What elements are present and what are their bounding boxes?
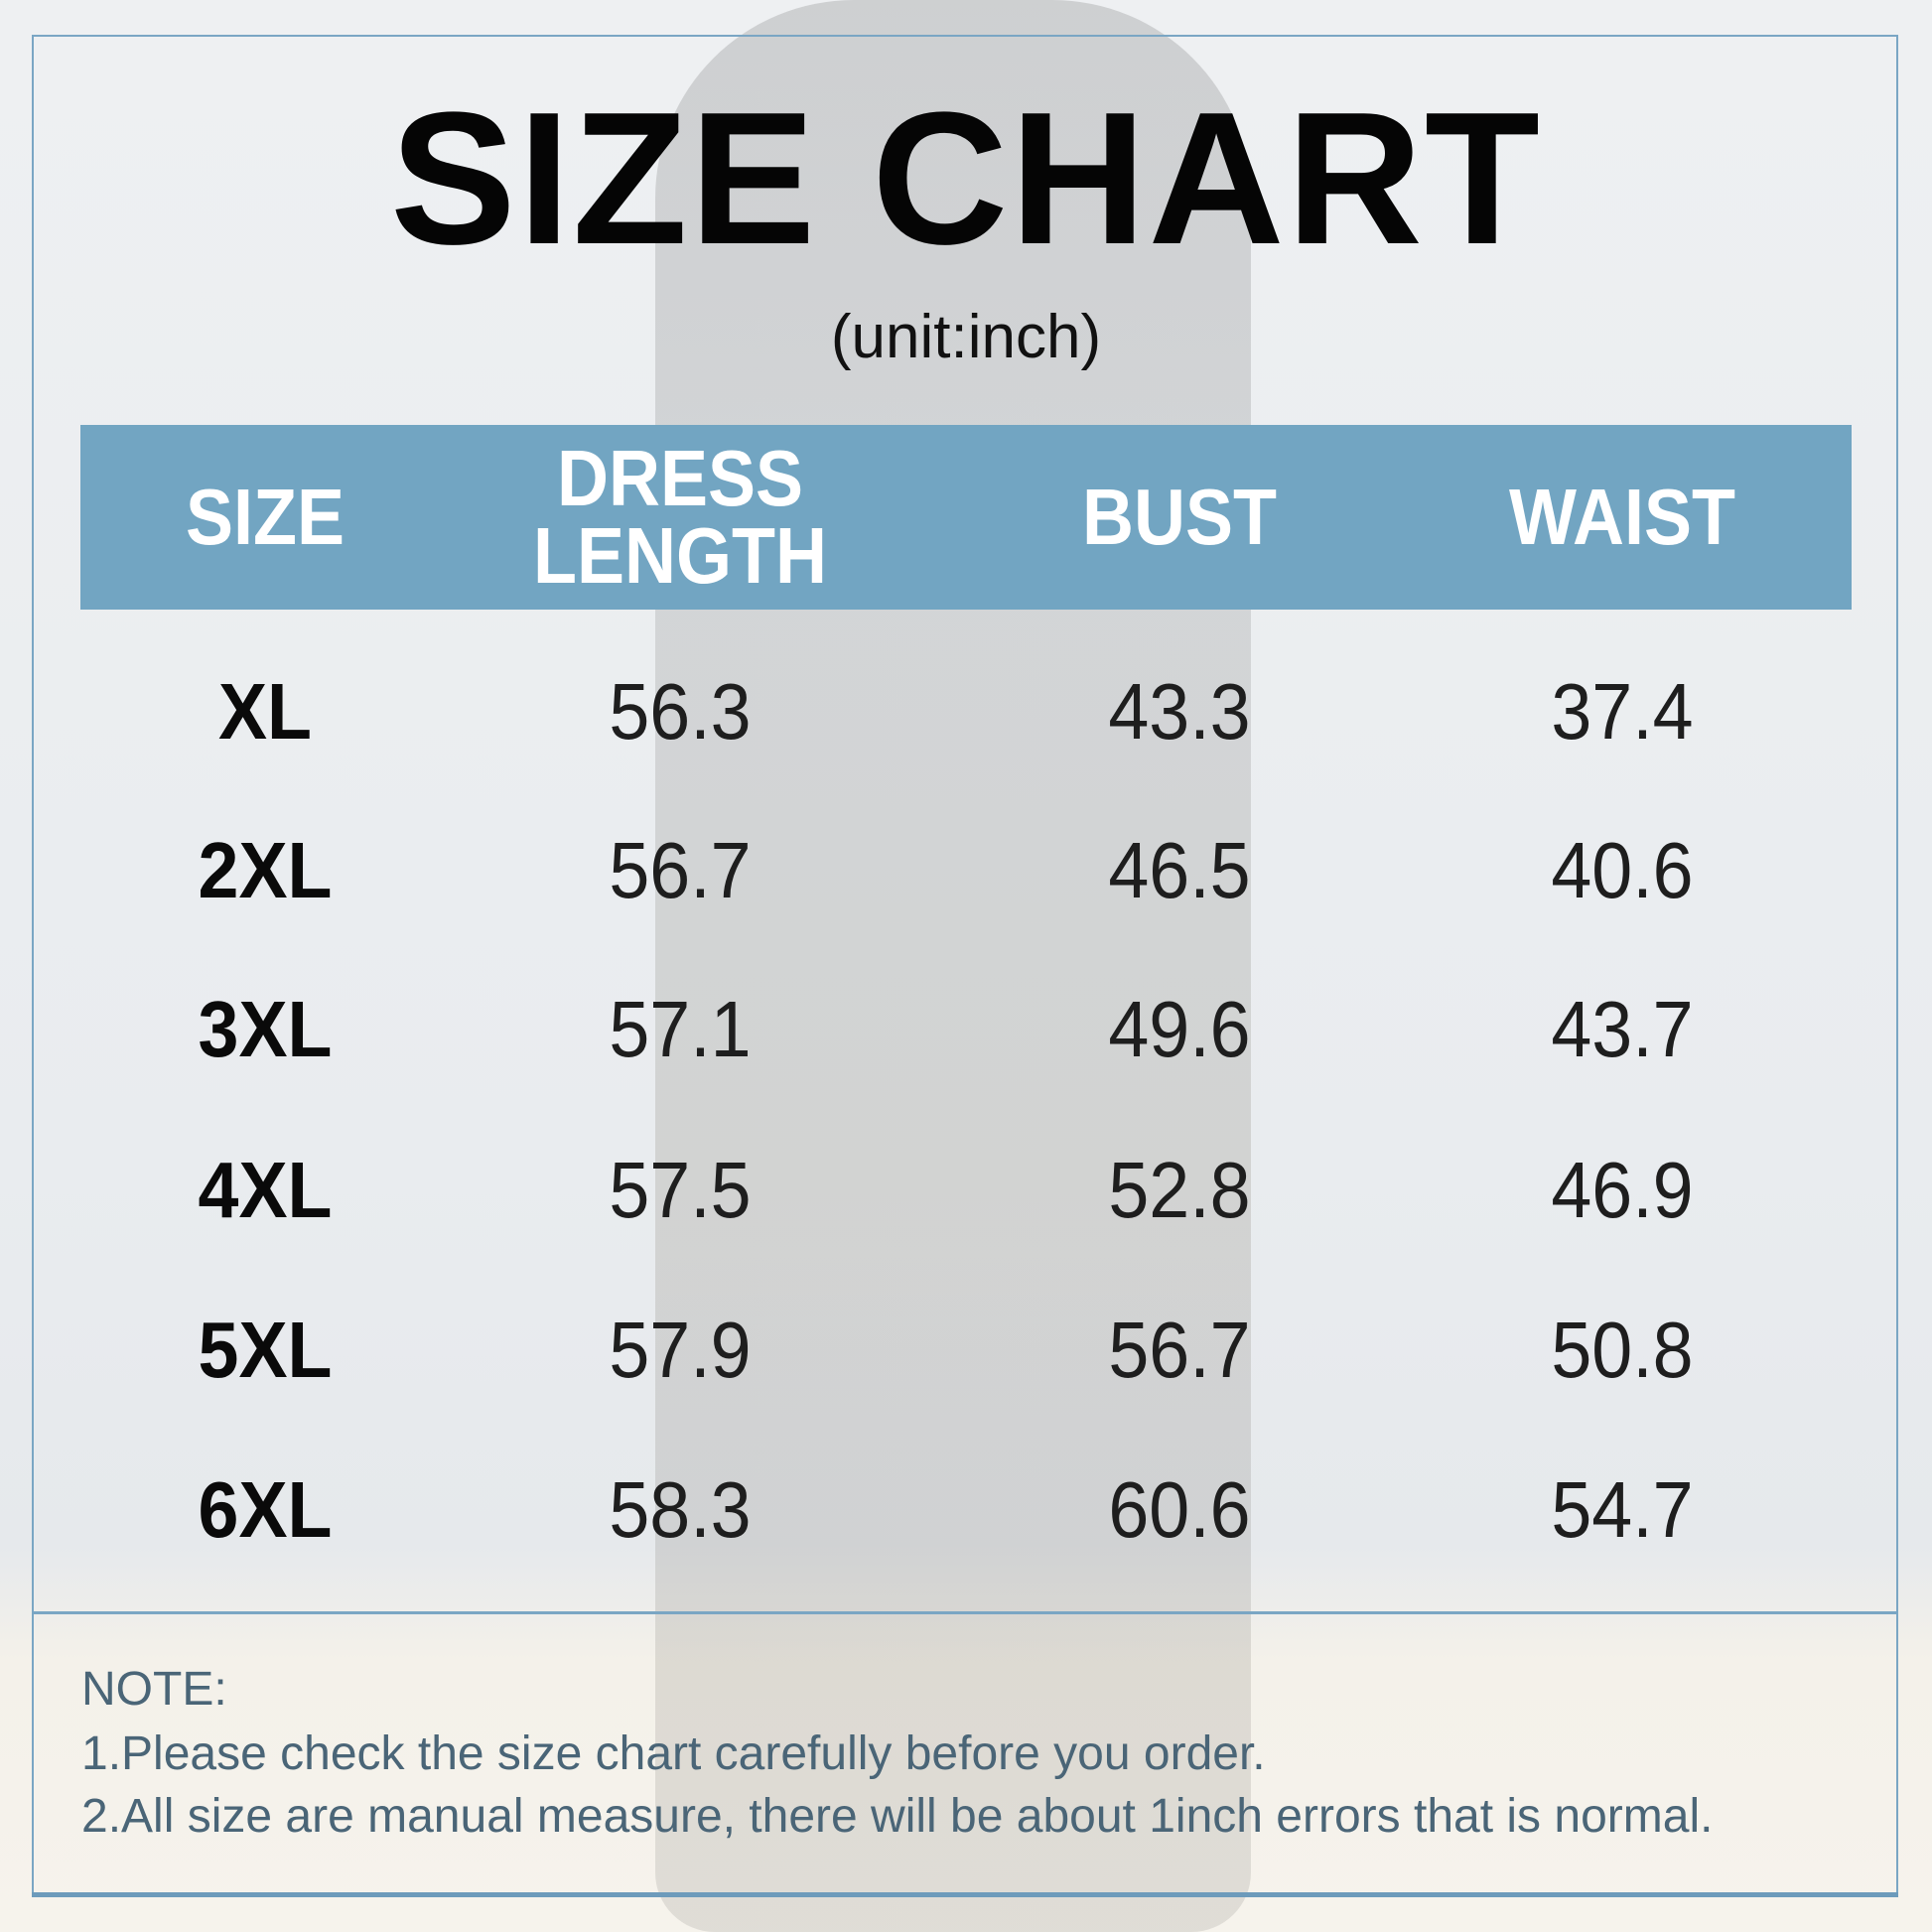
background-model-photo (655, 0, 1251, 1932)
cell-bust: 49.6 (1108, 985, 1251, 1073)
header-dress-length: DRESS LENGTH (533, 434, 828, 600)
cell-bust: 46.5 (1108, 826, 1251, 914)
header-size: SIZE (185, 473, 345, 561)
cell-dress-length: 58.3 (609, 1465, 752, 1554)
cell-bust: 43.3 (1108, 667, 1251, 756)
header-waist: WAIST (1508, 473, 1735, 561)
cell-dress-length: 57.1 (609, 985, 752, 1073)
note-heading: NOTE: (81, 1663, 227, 1716)
table-header: SIZE DRESS LENGTH BUST WAIST (80, 425, 1852, 610)
cell-bust: 60.6 (1108, 1465, 1251, 1554)
page-title: SIZE CHART (390, 73, 1542, 284)
table-row: 5XL 57.9 56.7 50.8 (80, 1291, 1852, 1410)
cell-size: 3XL (198, 985, 333, 1073)
cell-waist: 50.8 (1551, 1306, 1694, 1394)
cell-waist: 46.9 (1551, 1146, 1694, 1234)
cell-dress-length: 56.3 (609, 667, 752, 756)
table-row: 2XL 56.7 46.5 40.6 (80, 811, 1852, 930)
cell-bust: 56.7 (1108, 1306, 1251, 1394)
note-line-1: 1.Please check the size chart carefully … (81, 1727, 1266, 1780)
table-row: 3XL 57.1 49.6 43.7 (80, 970, 1852, 1089)
cell-size: 5XL (198, 1306, 333, 1394)
cell-size: 2XL (198, 826, 333, 914)
cell-waist: 43.7 (1551, 985, 1694, 1073)
cell-size: 4XL (198, 1146, 333, 1234)
unit-label: (unit:inch) (830, 303, 1102, 371)
table-row: 6XL 58.3 60.6 54.7 (80, 1450, 1852, 1570)
cell-dress-length: 57.5 (609, 1146, 752, 1234)
table-row: XL 56.3 43.3 37.4 (80, 652, 1852, 771)
note-box: NOTE: 1.Please check the size chart care… (32, 1611, 1898, 1897)
table-row: 4XL 57.5 52.8 46.9 (80, 1131, 1852, 1250)
cell-size: 6XL (198, 1465, 333, 1554)
cell-bust: 52.8 (1108, 1146, 1251, 1234)
cell-size: XL (217, 667, 313, 756)
note-line-2: 2.All size are manual measure, there wil… (81, 1790, 1714, 1843)
cell-waist: 40.6 (1551, 826, 1694, 914)
header-bust: BUST (1081, 473, 1278, 561)
cell-waist: 37.4 (1551, 667, 1694, 756)
cell-dress-length: 57.9 (609, 1306, 752, 1394)
cell-dress-length: 56.7 (609, 826, 752, 914)
cell-waist: 54.7 (1551, 1465, 1694, 1554)
